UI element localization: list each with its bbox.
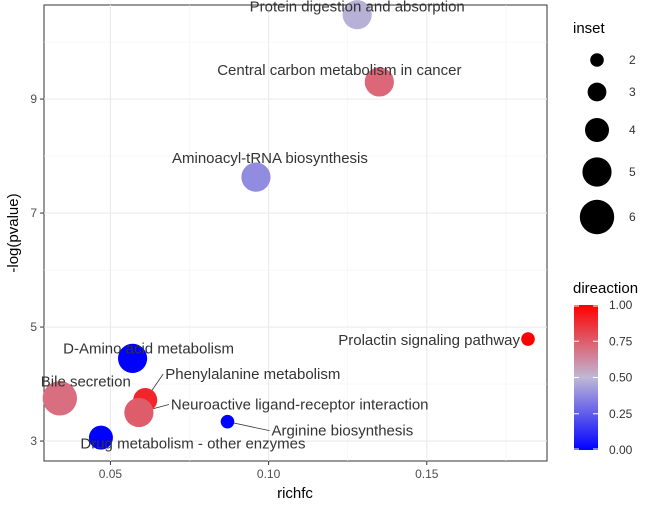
data-label: Aminoacyl-tRNA biosynthesis (172, 150, 368, 167)
colorbar-tick-label: 0.25 (609, 407, 633, 421)
data-point (42, 381, 78, 416)
colorbar-tick-label: 0.00 (609, 443, 633, 457)
y-axis-title: -log(pvalue) (5, 193, 22, 272)
data-point (364, 67, 394, 97)
y-tick-label: 9 (30, 92, 37, 106)
size-legend-key (579, 199, 615, 235)
size-legend-key (585, 118, 609, 142)
y-tick-label: 3 (30, 434, 37, 448)
size-legend-label: 4 (629, 123, 636, 137)
data-point (521, 332, 535, 346)
data-point (124, 397, 154, 428)
x-tick-label: 0.15 (415, 467, 439, 481)
size-legend-label: 3 (629, 85, 636, 99)
colorbar-tick-label: 0.75 (609, 334, 633, 348)
data-labels: Protein digestion and absorption Central … (41, 0, 521, 453)
data-points (42, 0, 535, 450)
data-label: Protein digestion and absorption (250, 0, 465, 16)
y-tick-label: 7 (30, 206, 37, 220)
size-legend-label: 2 (629, 53, 636, 67)
size-legend-key (590, 53, 604, 67)
data-label: D-Amino acid metabolism (63, 340, 234, 357)
size-legend-label: 5 (629, 165, 636, 179)
x-tick-label: 0.10 (257, 467, 281, 481)
data-point (88, 425, 113, 450)
grid (44, 5, 547, 461)
plot-panel (43, 4, 548, 462)
color-legend-title: direaction (573, 280, 638, 297)
size-legend-key (587, 82, 607, 102)
data-label: Central carbon metabolism in cancer (217, 62, 461, 79)
axes: 0.05 0.10 0.15 3 5 7 9 (30, 92, 438, 481)
data-label: Drug metabolism - other enzymes (80, 436, 305, 453)
data-point (241, 162, 271, 192)
size-legend-key (582, 157, 612, 187)
data-label: Arginine biosynthesis (271, 423, 413, 440)
data-point (342, 0, 372, 30)
data-point (220, 414, 235, 429)
size-legend: inset 2 3 4 5 6 (573, 20, 636, 235)
data-point (117, 343, 148, 373)
data-label: Neuroactive ligand-receptor interaction (171, 397, 429, 414)
label-segment (227, 421, 270, 432)
color-legend: direaction 0.00 0.25 0.50 0.75 1.00 (573, 280, 638, 457)
x-tick-label: 0.05 (99, 467, 123, 481)
data-label: Bile secretion (41, 373, 131, 390)
colorbar-tick-label: 1.00 (609, 298, 633, 312)
colorbar-tick-label: 0.50 (609, 371, 633, 385)
y-tick-label: 5 (30, 320, 37, 334)
data-label: Phenylalanine metabolism (165, 366, 340, 383)
x-axis-title: richfc (277, 485, 313, 502)
size-legend-title: inset (573, 20, 606, 37)
data-label: Prolactin signaling pathway (338, 332, 520, 349)
size-legend-label: 6 (629, 210, 636, 224)
